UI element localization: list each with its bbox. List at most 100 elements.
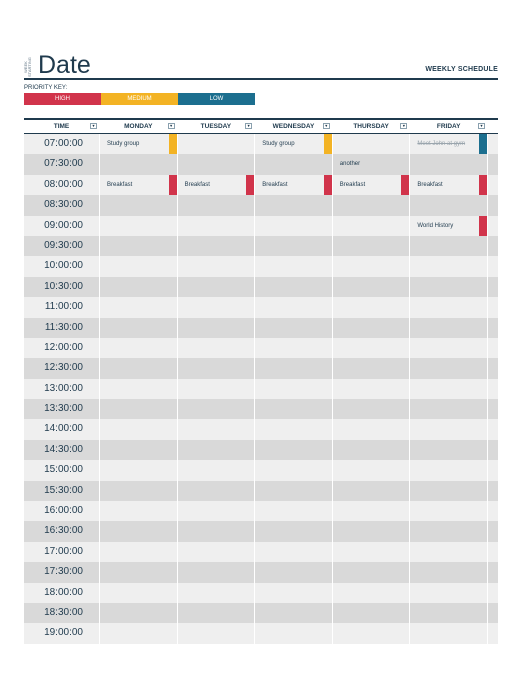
filter-dropdown-icon[interactable]: ▾ <box>322 123 330 129</box>
schedule-cell-monday[interactable] <box>100 317 178 338</box>
schedule-cell-wednesday[interactable] <box>255 602 333 624</box>
schedule-cell-thursday[interactable] <box>333 317 411 338</box>
schedule-cell-wednesday[interactable] <box>255 480 333 502</box>
schedule-cell-wednesday[interactable] <box>255 439 333 461</box>
schedule-cell-wednesday[interactable] <box>255 501 333 522</box>
schedule-cell-wednesday[interactable] <box>255 154 333 175</box>
schedule-cell-wednesday[interactable] <box>255 195 333 216</box>
filter-dropdown-icon[interactable]: ▾ <box>245 123 253 129</box>
schedule-cell-monday[interactable] <box>100 399 178 420</box>
schedule-cell-friday[interactable] <box>410 195 488 216</box>
schedule-cell-wednesday[interactable] <box>255 256 333 277</box>
schedule-cell-monday[interactable] <box>100 460 178 481</box>
schedule-cell-friday[interactable] <box>410 419 488 440</box>
filter-dropdown-icon[interactable]: ▾ <box>400 123 408 129</box>
schedule-cell-thursday[interactable] <box>333 399 411 420</box>
date-title[interactable]: Date <box>38 51 91 79</box>
schedule-cell-wednesday[interactable] <box>255 235 333 257</box>
schedule-cell-monday[interactable] <box>100 480 178 502</box>
schedule-cell-tuesday[interactable] <box>178 562 256 583</box>
schedule-cell-monday[interactable]: Study group <box>100 134 178 155</box>
schedule-cell-wednesday[interactable] <box>255 215 333 236</box>
schedule-cell-thursday[interactable] <box>333 439 411 461</box>
schedule-cell-tuesday[interactable] <box>178 623 256 644</box>
schedule-cell-tuesday[interactable] <box>178 256 256 277</box>
schedule-cell-thursday[interactable] <box>333 562 411 583</box>
schedule-cell-monday[interactable] <box>100 256 178 277</box>
schedule-cell-wednesday[interactable] <box>255 358 333 379</box>
schedule-cell-friday[interactable] <box>410 276 488 298</box>
schedule-cell-thursday[interactable] <box>333 297 411 318</box>
schedule-cell-friday[interactable] <box>410 399 488 420</box>
schedule-cell-friday[interactable] <box>410 256 488 277</box>
schedule-cell-thursday[interactable] <box>333 378 411 400</box>
schedule-cell-thursday[interactable] <box>333 602 411 624</box>
schedule-cell-tuesday[interactable] <box>178 439 256 461</box>
schedule-cell-thursday[interactable] <box>333 256 411 277</box>
schedule-cell-monday[interactable] <box>100 337 178 359</box>
schedule-cell-tuesday[interactable] <box>178 602 256 624</box>
schedule-cell-friday[interactable] <box>410 501 488 522</box>
schedule-cell-monday[interactable] <box>100 562 178 583</box>
schedule-cell-friday[interactable] <box>410 317 488 338</box>
filter-dropdown-icon[interactable]: ▾ <box>90 123 97 129</box>
schedule-cell-tuesday[interactable] <box>178 480 256 502</box>
schedule-cell-monday[interactable] <box>100 358 178 379</box>
filter-dropdown-icon[interactable]: ▾ <box>167 123 175 129</box>
schedule-cell-tuesday[interactable] <box>178 297 256 318</box>
schedule-cell-wednesday[interactable] <box>255 399 333 420</box>
schedule-cell-thursday[interactable] <box>333 419 411 440</box>
schedule-cell-monday[interactable] <box>100 378 178 400</box>
schedule-cell-monday[interactable] <box>100 582 178 603</box>
schedule-cell-tuesday[interactable]: Breakfast <box>178 174 256 196</box>
schedule-cell-monday[interactable] <box>100 419 178 440</box>
schedule-cell-tuesday[interactable] <box>178 215 256 236</box>
schedule-cell-friday[interactable] <box>410 623 488 644</box>
schedule-cell-tuesday[interactable] <box>178 134 256 155</box>
schedule-cell-friday[interactable]: World History <box>410 215 488 236</box>
schedule-cell-friday[interactable] <box>410 602 488 624</box>
schedule-cell-monday[interactable] <box>100 195 178 216</box>
filter-dropdown-icon[interactable]: ▾ <box>477 123 485 129</box>
schedule-cell-wednesday[interactable] <box>255 623 333 644</box>
schedule-cell-monday[interactable] <box>100 521 178 542</box>
schedule-cell-friday[interactable]: Meet John at gym <box>410 134 488 155</box>
schedule-cell-friday[interactable] <box>410 460 488 481</box>
schedule-cell-monday[interactable] <box>100 276 178 298</box>
schedule-cell-wednesday[interactable]: Study group <box>255 134 333 155</box>
schedule-cell-friday[interactable] <box>410 337 488 359</box>
schedule-cell-wednesday[interactable] <box>255 460 333 481</box>
schedule-cell-thursday[interactable] <box>333 276 411 298</box>
schedule-cell-friday[interactable] <box>410 439 488 461</box>
schedule-cell-friday[interactable] <box>410 582 488 603</box>
schedule-cell-friday[interactable] <box>410 541 488 563</box>
schedule-cell-friday[interactable] <box>410 562 488 583</box>
schedule-cell-tuesday[interactable] <box>178 276 256 298</box>
schedule-cell-wednesday[interactable] <box>255 582 333 603</box>
schedule-cell-thursday[interactable] <box>333 235 411 257</box>
schedule-cell-wednesday[interactable] <box>255 562 333 583</box>
schedule-cell-wednesday[interactable] <box>255 297 333 318</box>
schedule-cell-monday[interactable] <box>100 541 178 563</box>
schedule-cell-tuesday[interactable] <box>178 541 256 563</box>
schedule-cell-friday[interactable] <box>410 480 488 502</box>
schedule-cell-tuesday[interactable] <box>178 582 256 603</box>
schedule-cell-thursday[interactable] <box>333 521 411 542</box>
schedule-cell-thursday[interactable] <box>333 501 411 522</box>
schedule-cell-wednesday[interactable] <box>255 317 333 338</box>
schedule-cell-wednesday[interactable] <box>255 337 333 359</box>
schedule-cell-tuesday[interactable] <box>178 399 256 420</box>
schedule-cell-monday[interactable] <box>100 623 178 644</box>
schedule-cell-monday[interactable]: Breakfast <box>100 174 178 196</box>
schedule-cell-wednesday[interactable] <box>255 378 333 400</box>
schedule-cell-thursday[interactable] <box>333 541 411 563</box>
schedule-cell-tuesday[interactable] <box>178 235 256 257</box>
schedule-cell-friday[interactable]: Breakfast <box>410 174 488 196</box>
schedule-cell-thursday[interactable] <box>333 195 411 216</box>
schedule-cell-friday[interactable] <box>410 358 488 379</box>
schedule-cell-thursday[interactable]: Breakfast <box>333 174 411 196</box>
schedule-cell-friday[interactable] <box>410 521 488 542</box>
schedule-cell-thursday[interactable] <box>333 623 411 644</box>
schedule-cell-friday[interactable] <box>410 378 488 400</box>
schedule-cell-wednesday[interactable] <box>255 541 333 563</box>
